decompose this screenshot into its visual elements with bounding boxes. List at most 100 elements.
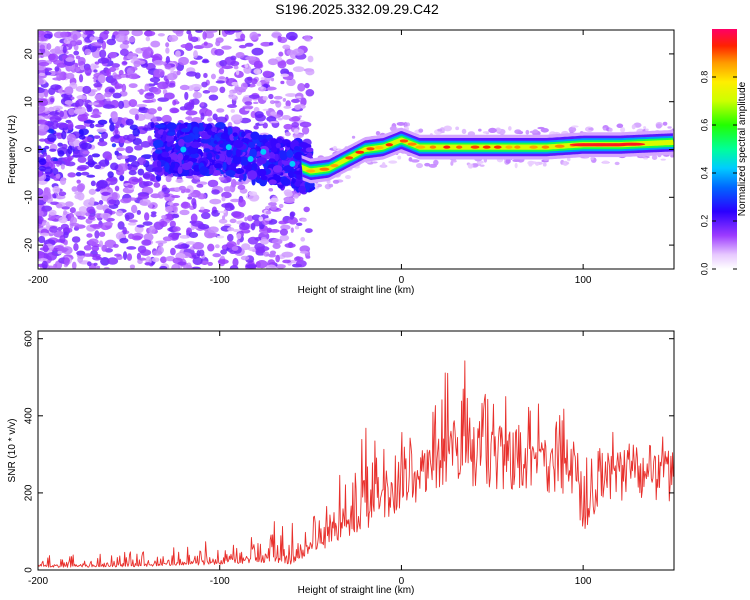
spectrogram-ridge-peak [514,145,521,149]
spectrogram-noise-blob [297,82,306,92]
spectrogram-faint-blob [256,81,262,87]
spectrogram-noise-blob [210,73,216,80]
spectrogram-noise-blob [97,57,110,64]
spectrogram-noise-blob [38,210,44,217]
spectrogram-noise-blob [64,159,71,166]
spectrogram-faint-blob [236,233,242,240]
spectrogram-faint-blob [535,162,540,166]
spectrogram-noise-blob [208,85,219,93]
spectrogram-noise-blob [115,210,124,217]
spectrogram-noise-blob [89,123,95,129]
spectrogram-noise-blob [170,247,176,256]
spectrogram-noise-blob [38,87,46,93]
spectrogram-noise-blob [207,243,215,252]
spectrogram-noise-blob [227,104,238,109]
spectrogram-noise-blob [280,224,291,230]
spectrogram-noise-blob [285,93,297,97]
spectrogram-noise-blob [98,240,104,248]
spectrogram-y-tick-label: 10 [24,96,35,108]
spectrogram-noise-blob [197,193,207,200]
spectrogram-cluster-blob [227,126,233,136]
spectrogram-noise-blob [72,34,78,41]
spectrogram-noise-blob [203,72,208,79]
spectrogram-noise-blob [286,78,296,87]
spectrogram-faint-blob [284,131,291,137]
spectrogram-noise-blob [191,220,204,227]
spectrogram-noise-blob [77,183,86,191]
spectrogram-x-tick-label: 0 [399,275,405,286]
spectrogram-noise-blob [168,82,176,88]
spectrogram-noise-blob [91,153,101,158]
spectrogram-faint-blob [451,159,457,163]
spectrogram-noise-blob [152,59,165,66]
spectrogram-noise-blob [220,249,227,255]
spectrogram-noise-blob [286,58,295,65]
spectrogram-noise-blob [285,100,291,108]
spectrogram-faint-blob [660,158,666,161]
spectrogram-noise-blob [38,170,43,178]
spectrogram-noise-blob [56,203,63,209]
spectrogram-noise-blob [123,56,128,61]
spectrogram-noise-blob [64,86,74,96]
spectrogram-noise-blob [103,221,114,226]
spectrogram-noise-blob [152,116,157,124]
spectrogram-noise-blob [38,105,46,112]
spectrogram-noise-blob [280,68,290,76]
spectrogram-cluster-blob [305,147,314,153]
spectrogram-noise-blob [158,242,164,247]
spectrogram-noise-blob [244,101,253,106]
spectrogram-noise-blob [167,201,174,206]
spectrogram-noise-blob [150,211,157,215]
spectrogram-cluster-blob [270,146,278,153]
spectrogram-faint-blob [264,218,272,221]
spectrogram-noise-blob [185,116,193,121]
spectrogram-noise-blob [295,260,307,268]
spectrogram-noise-blob [57,250,63,255]
spectrogram-noise-blob [136,224,145,228]
spectrogram-faint-blob [260,77,265,81]
spectrogram-cluster-blob [177,152,184,162]
spectrogram-noise-blob [230,30,242,33]
spectrogram-faint-blob [328,183,334,188]
spectrogram-heat-layer [38,30,674,269]
spectrogram-noise-blob [92,255,102,261]
spectrogram-noise-blob [117,221,125,230]
spectrogram-noise-blob [108,199,117,205]
spectrogram-noise-blob [80,171,90,176]
spectrogram-noise-blob [57,150,65,157]
spectrogram-noise-blob [278,51,284,57]
spectrogram-faint-blob [265,210,272,215]
spectrogram-noise-blob [49,226,58,233]
spectrogram-noise-blob [163,92,175,100]
spectrogram-noise-blob [219,86,226,94]
spectrogram-cluster-blob [225,169,236,177]
spectrogram-ridge-peak [617,142,646,146]
spectrogram-faint-blob [283,105,292,109]
spectrogram-faint-blob [568,126,577,133]
spectrogram-noise-blob [196,183,204,188]
spectrogram-noise-blob [88,238,99,246]
spectrogram-noise-blob [134,144,143,151]
spectrogram-ridge-peak [443,145,451,149]
spectrogram-noise-blob [72,150,81,158]
spectrogram-cluster-highlight [180,146,187,153]
spectrogram-noise-blob [192,91,202,99]
spectrogram-noise-blob [303,206,310,213]
spectrogram-cluster-highlight [260,148,267,155]
spectrogram-faint-blob [571,125,579,128]
spectrogram-noise-blob [101,131,108,140]
spectrogram-noise-blob [152,87,162,95]
spectrogram-noise-blob [142,180,153,187]
spectrogram-noise-blob [204,31,215,39]
spectrogram-noise-blob [138,107,150,114]
spectrogram-ridge-peak [554,144,565,148]
spectrogram-cluster-blob [223,126,228,136]
spectrogram-noise-blob [44,115,50,119]
spectrogram-noise-blob [87,102,100,106]
spectrogram-noise-blob [166,72,178,81]
spectrogram-noise-blob [159,220,168,228]
spectrogram-ridge-peak [345,156,354,160]
spectrogram-noise-blob [50,201,59,205]
spectrogram-noise-blob [113,134,121,139]
spectrogram-noise-blob [212,253,222,258]
